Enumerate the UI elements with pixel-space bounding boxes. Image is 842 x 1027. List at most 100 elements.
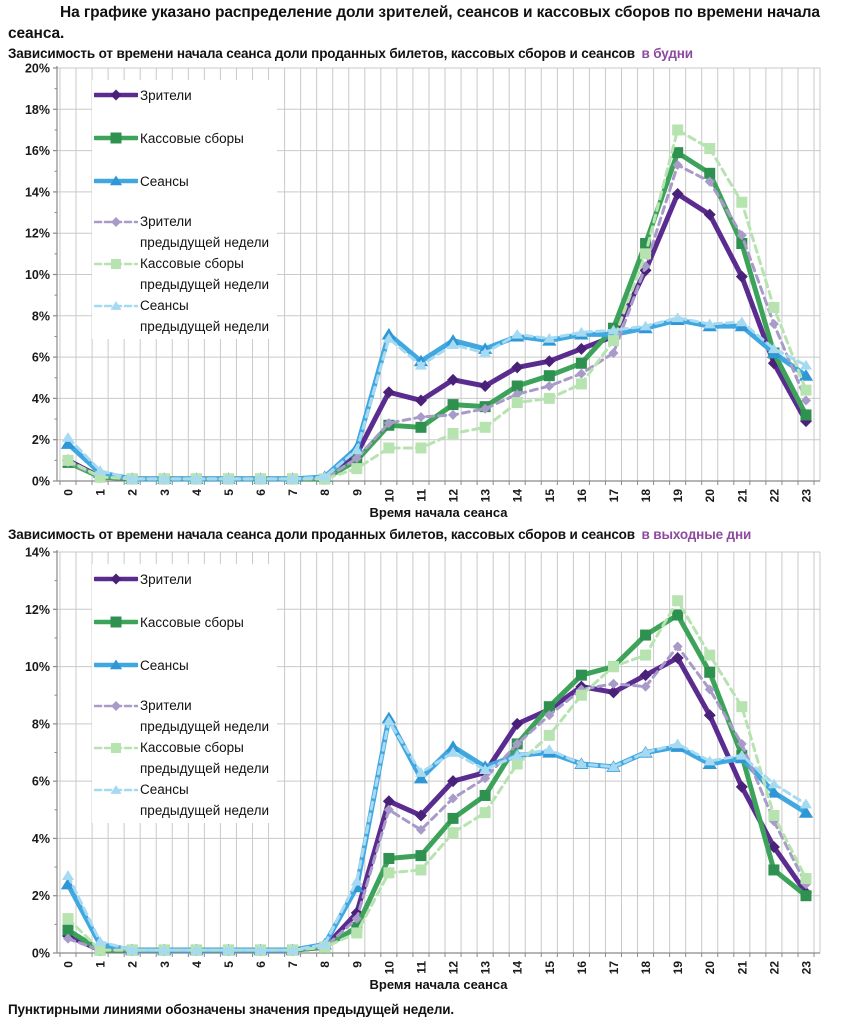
legend-label: Кассовые сборы [140,614,244,630]
svg-text:16: 16 [575,961,589,975]
legend-item: Кассовые сборы предыдущей недели [94,737,269,779]
svg-text:11: 11 [414,961,428,974]
svg-text:15: 15 [543,489,557,503]
report-page: На графике указано распределение доли зр… [0,3,842,1027]
svg-text:2%: 2% [32,889,50,903]
svg-text:2%: 2% [32,433,50,447]
svg-text:19: 19 [671,961,685,975]
legend-item: Зрители предыдущей недели [94,211,269,253]
svg-text:0%: 0% [32,475,50,489]
legend-sample-triangle [94,175,138,186]
svg-text:5: 5 [222,961,236,968]
legend-sample-triangle-dashed [94,785,138,795]
weekend-chart-legend: Зрители Кассовые сборы Сеансы Зрители предыд… [92,564,278,824]
svg-text:10%: 10% [25,268,50,282]
legend-sample-diamond [94,89,138,101]
svg-text:Время начала сеанса: Время начала сеанса [370,977,509,992]
svg-text:13: 13 [479,961,493,975]
legend-sample-diamond-dashed [94,217,138,228]
legend-sample-square [94,132,138,144]
chart-section-weekend: Зависимость от времени начала сеанса дол… [0,527,842,997]
svg-text:14%: 14% [25,546,50,560]
svg-text:7: 7 [286,961,300,968]
svg-text:12%: 12% [25,603,50,617]
svg-text:2: 2 [126,489,140,496]
legend-item: Сеансы предыдущей недели [94,295,269,337]
legend-sample-square-dashed [94,743,138,754]
svg-text:6: 6 [254,489,268,496]
legend-sample-square [94,616,138,628]
legend-item: Сеансы [94,652,269,678]
legend-sample-triangle [94,659,138,670]
svg-text:6%: 6% [32,351,50,365]
svg-text:18: 18 [639,961,653,975]
svg-text:4%: 4% [32,832,50,846]
svg-text:20: 20 [703,961,717,975]
svg-text:11: 11 [414,489,428,502]
svg-text:18: 18 [639,489,653,503]
svg-text:21: 21 [735,961,749,975]
svg-text:6: 6 [254,961,268,968]
svg-text:16%: 16% [25,144,50,158]
svg-text:23: 23 [800,489,814,503]
legend-label: Сеансы [140,173,189,189]
legend-sublabel: предыдущей недели [140,803,270,819]
svg-text:8%: 8% [32,718,50,732]
legend-label: Зрители предыдущей недели [140,695,269,737]
legend-sublabel: предыдущей недели [140,719,270,735]
svg-text:8: 8 [318,489,332,496]
svg-text:0%: 0% [32,947,50,961]
svg-text:Время начала сеанса: Время начала сеанса [370,505,509,520]
legend-sample-square-dashed [94,259,138,270]
legend-sublabel: предыдущей недели [140,277,270,293]
legend-label: Кассовые сборы [140,130,244,146]
weekend-chart-title-accent: в выходные дни [641,527,752,543]
legend-sublabel: предыдущей недели [140,761,270,777]
weekday-chart-title-accent: в будни [641,46,694,62]
svg-text:8%: 8% [32,310,50,324]
svg-text:6%: 6% [32,775,50,789]
legend-item: Кассовые сборы [94,609,269,635]
legend-item: Кассовые сборы [94,125,269,151]
svg-text:23: 23 [800,961,814,975]
weekend-chart-title: Зависимость от времени начала сеанса дол… [8,527,842,542]
legend-sublabel: предыдущей недели [140,319,270,335]
legend-item: Сеансы [94,168,269,194]
legend-label: Сеансы предыдущей недели [140,779,269,821]
svg-text:22: 22 [767,489,781,503]
legend-item: Зрители [94,82,269,108]
svg-text:14%: 14% [25,186,50,200]
legend-label: Кассовые сборы предыдущей недели [140,253,269,295]
legend-label: Зрители [140,87,192,103]
svg-text:0: 0 [62,961,76,968]
svg-text:21: 21 [735,489,749,503]
svg-text:1: 1 [94,489,108,496]
svg-text:7: 7 [286,489,300,496]
svg-text:19: 19 [671,489,685,503]
legend-label: Кассовые сборы предыдущей недели [140,737,269,779]
svg-text:12%: 12% [25,227,50,241]
legend-item: Зрители предыдущей недели [94,695,269,737]
legend-sample-triangle-dashed [94,301,138,311]
svg-text:10: 10 [382,961,396,975]
chart-section-weekdays: Зависимость от времени начала сеанса дол… [0,46,842,525]
weekday-chart-legend: Зрители Кассовые сборы Сеансы Зрители предыд… [92,80,278,340]
legend-sample-diamond-dashed [94,701,138,712]
svg-text:13: 13 [479,489,493,503]
svg-text:4: 4 [190,489,204,496]
svg-text:4%: 4% [32,392,50,406]
svg-text:16: 16 [575,489,589,503]
svg-text:9: 9 [350,961,364,968]
svg-text:17: 17 [607,961,621,975]
legend-label: Зрители предыдущей недели [140,211,269,253]
svg-text:9: 9 [350,489,364,496]
svg-text:8: 8 [318,961,332,968]
weekend-chart: 0% 2% 4% 6% 8% 10% 12% 14% 0 1 2 3 4 5 6 7 8 9 10 11 12 13 14 1… [0,543,842,997]
weekday-chart-title: Зависимость от времени начала сеанса дол… [8,46,842,61]
svg-text:3: 3 [158,961,172,968]
legend-label: Сеансы предыдущей недели [140,295,269,337]
svg-text:20: 20 [703,489,717,503]
svg-text:20%: 20% [25,62,50,76]
weekend-chart-plot: 0%2%4%6%8%10%12%14%0 1 2 3 4 5 6 7 8 9 10 11 12 13 14 1… [25,546,821,992]
svg-text:10: 10 [382,489,396,503]
